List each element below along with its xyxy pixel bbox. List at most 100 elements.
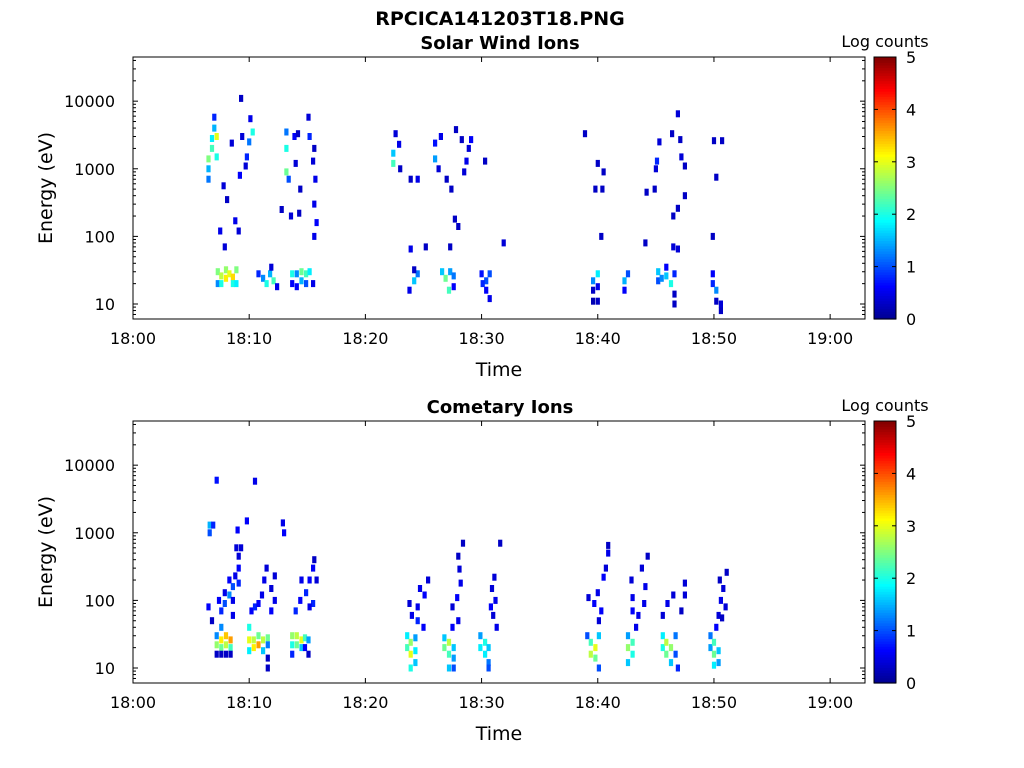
heatmap-cell [294,270,299,278]
colorbar-segment [874,633,896,637]
colorbar-segment [874,481,896,485]
heatmap-cell [442,644,447,652]
heatmap-cell [664,638,669,646]
heatmap-cell [678,136,683,144]
colorbar-segment [874,648,896,653]
colorbar-segment [874,494,896,498]
heatmap-cell [311,280,316,288]
heatmap-cell [294,632,299,640]
x-tick-label: 18:10 [226,693,272,712]
heatmap-cell [595,283,600,291]
heatmap-cell [306,113,311,121]
heatmap-cell [488,603,493,611]
colorbar-segment [874,476,896,480]
heatmap-cells [206,476,729,672]
colorbar-segment [874,533,896,537]
heatmap-cell [664,263,669,271]
colorbar-segment [874,279,896,283]
heatmap-cell [235,526,240,534]
colorbar-segment [874,654,896,658]
heatmap-cell [293,159,298,167]
heatmap-cell [292,133,297,140]
heatmap-cell [426,576,431,584]
colorbar-segment [874,630,896,634]
y-tick-label: 1000 [74,524,115,543]
heatmap-cell [643,583,648,591]
heatmap-cell [234,544,239,552]
colorbar-segment [874,635,896,640]
heatmap-cell [304,270,309,278]
heatmap-cell [630,650,635,658]
heatmap-cell [279,206,284,213]
colorbar-segment [874,227,896,231]
heatmap-cell [218,227,223,235]
heatmap-cell [714,297,719,305]
heatmap-cell [251,644,256,652]
x-tick-label: 18:20 [342,329,388,348]
heatmap-cell [593,185,598,193]
colorbar-segment [874,161,896,166]
colorbar-segment [874,83,896,87]
heatmap-cell [501,239,506,247]
colorbar-segment [874,122,896,126]
colorbar-segment [874,198,896,202]
heatmap-cell [256,632,261,640]
colorbar-tick-label: 2 [906,205,916,224]
colorbar-segment [874,188,896,192]
colorbar-segment [874,557,896,561]
colorbar-segment [874,292,896,297]
heatmap-cell [422,591,427,599]
colorbar-segment [874,266,896,270]
heatmap-cell [227,270,232,278]
heatmap-cell [664,650,669,658]
heatmap-cell [494,623,499,631]
heatmap-cell [629,576,634,584]
heatmap-cell [306,650,311,658]
colorbar-segment [874,473,896,477]
colorbar-segment [874,554,896,558]
heatmap-cell [665,600,670,607]
heatmap-cell [307,133,312,140]
colorbar-segment [874,612,896,616]
y-axis: 10 100 1000 10000 [64,59,865,320]
panel-cometary: Cometary Ions 18:00 18:10 18:20 18:30 18:40 1… [35,396,929,745]
colorbar-segment [874,575,896,579]
heatmap-cell [234,266,239,274]
x-tick-label: 18:50 [691,329,737,348]
heatmap-cell [451,654,456,662]
heatmap-cell [207,521,212,529]
colorbar-segment [874,130,896,134]
heatmap-cell [464,157,469,165]
heatmap-cell [307,603,312,611]
colorbar-segment [874,428,896,433]
heatmap-cell [223,266,229,274]
heatmap-cell [675,664,680,672]
colorbar-segment [874,237,896,241]
colorbar-segment [874,578,896,582]
colorbar-segment [874,290,896,294]
heatmap-cell [668,280,674,288]
heatmap-cell [261,274,266,282]
heatmap-cell [236,564,241,572]
heatmap-cell [262,576,267,584]
heatmap-cell [484,286,489,294]
heatmap-cell [486,659,491,667]
heatmap-cell [673,632,678,640]
colorbar-segment [874,499,896,503]
heatmap-cell [314,219,319,227]
colorbar-tick-label: 4 [906,464,916,483]
heatmap-cell [601,573,606,581]
colorbar-segment [874,641,896,645]
heatmap-cell [206,603,211,611]
heatmap-cell [716,611,721,619]
heatmap-cell [230,596,235,604]
heatmap-cell [214,153,219,161]
colorbar-segment [874,125,896,129]
heatmap-cell [311,600,316,607]
heatmap-cell [268,270,273,278]
x-tick-label: 19:00 [807,329,853,348]
colorbar-segment [874,77,896,82]
heatmap-cell [451,283,456,291]
colorbar-segment [874,316,896,320]
heatmap-cell [299,636,304,644]
